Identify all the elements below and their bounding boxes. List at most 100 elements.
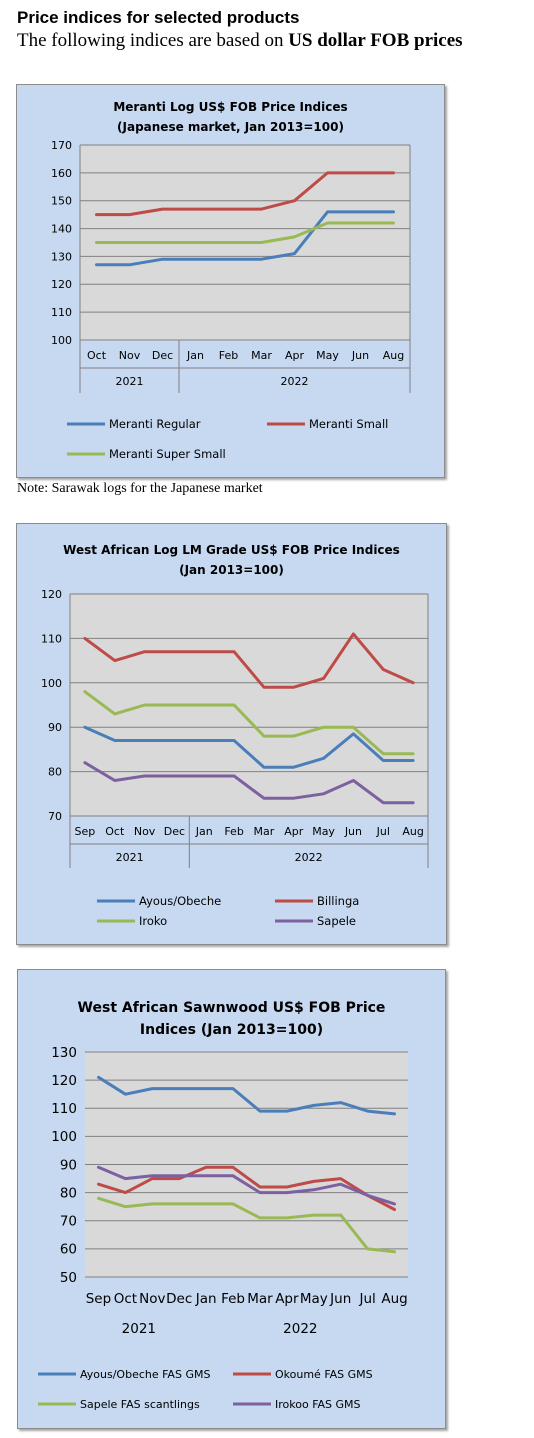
x-tick-label: Sep (86, 1291, 111, 1307)
y-tick-label: 70 (60, 1214, 77, 1230)
year-label: 2022 (283, 1321, 317, 1337)
legend-label: Meranti Regular (109, 417, 201, 431)
y-tick-label: 70 (48, 810, 62, 823)
series-line-meranti-super-small (95, 221, 395, 244)
chart-panel-west-african-sawnwood: West African Sawnwood US$ FOB Price Indic… (17, 969, 446, 1429)
x-tick-label: Dec (166, 1291, 192, 1307)
x-tick-label: Feb (221, 1291, 245, 1307)
year-label: 2022 (281, 375, 309, 388)
year-label: 2022 (295, 851, 323, 864)
legend-label: Billinga (317, 894, 359, 908)
x-tick-label: Jan (186, 349, 204, 362)
year-label: 2021 (122, 1321, 156, 1337)
y-tick-label: 130 (51, 250, 72, 263)
x-tick-label: Jun (329, 1291, 351, 1307)
year-label: 2021 (116, 375, 144, 388)
x-tick-label: Aug (381, 1291, 407, 1307)
x-tick-label: Oct (87, 349, 107, 362)
series-line-sapele-fas-scantlings (97, 1196, 396, 1254)
x-tick-label: Jun (344, 825, 362, 838)
y-tick-label: 120 (41, 588, 62, 601)
y-tick-label: 110 (51, 306, 72, 319)
y-tick-label: 120 (51, 1073, 77, 1089)
west-african-sawnwood-chart: West African Sawnwood US$ FOB Price Indic… (38, 1000, 408, 1411)
x-tick-label: Oct (105, 825, 125, 838)
series-line-billinga (83, 632, 415, 689)
chart-title-line: (Jan 2013=100) (179, 563, 284, 577)
series-line-meranti-small (95, 171, 395, 217)
subheading-prefix: The following indices are based on (17, 30, 289, 51)
west-african-log-chart: West African Log LM Grade US$ FOB Price … (41, 543, 429, 928)
series-line-okoum-fas-gms (97, 1165, 396, 1211)
y-tick-label: 160 (51, 167, 72, 180)
legend-label: Ayous/Obeche (139, 894, 221, 908)
series-line-irokoo-fas-gms (97, 1165, 396, 1206)
x-tick-label: Feb (224, 825, 243, 838)
meranti-chart: Meranti Log US$ FOB Price Indices (Japane… (51, 100, 411, 461)
x-tick-label: Oct (114, 1291, 137, 1307)
subheading-bold: US dollar FOB prices (288, 30, 463, 51)
legend-label: Ayous/Obeche FAS GMS (80, 1368, 210, 1381)
chart-title-line: West African Sawnwood US$ FOB Price (78, 1000, 386, 1016)
x-tick-label: May (316, 349, 339, 362)
chart-title-line: West African Log LM Grade US$ FOB Price … (63, 543, 400, 557)
legend-label: Irokoo FAS GMS (275, 1398, 361, 1411)
x-tick-label: Sep (75, 825, 96, 838)
legend-label: Sapele FAS scantlings (80, 1398, 200, 1411)
x-tick-label: Nov (119, 349, 141, 362)
legend-label: Okoumé FAS GMS (275, 1368, 373, 1381)
x-tick-label: Jul (358, 1291, 375, 1307)
x-tick-label: Aug (383, 349, 404, 362)
legend-label: Meranti Super Small (109, 447, 226, 461)
x-tick-label: Jun (351, 349, 369, 362)
legend-label: Sapele (317, 914, 356, 928)
x-tick-label: Dec (152, 349, 173, 362)
chart-panel-west-african-log: West African Log LM Grade US$ FOB Price … (16, 523, 447, 945)
x-tick-label: Nov (134, 825, 156, 838)
chart-panel-meranti: Meranti Log US$ FOB Price Indices (Japane… (16, 84, 445, 478)
x-tick-label: Jul (376, 825, 390, 838)
x-tick-label: Feb (219, 349, 238, 362)
y-tick-label: 120 (51, 278, 72, 291)
x-tick-label: Mar (247, 1291, 273, 1307)
year-label: 2021 (116, 851, 144, 864)
y-tick-label: 170 (51, 139, 72, 152)
x-tick-label: Jan (195, 825, 213, 838)
x-tick-label: Apr (284, 825, 304, 838)
x-tick-label: Mar (254, 825, 275, 838)
y-tick-label: 130 (51, 1045, 77, 1061)
y-tick-label: 100 (41, 677, 62, 690)
x-tick-label: Nov (139, 1291, 165, 1307)
x-tick-label: Jan (195, 1291, 217, 1307)
series-line-meranti-regular (95, 210, 395, 267)
x-tick-label: Apr (285, 349, 305, 362)
x-tick-label: May (312, 825, 335, 838)
y-tick-label: 140 (51, 223, 72, 236)
x-tick-label: Aug (402, 825, 423, 838)
x-tick-label: Apr (275, 1291, 299, 1307)
legend-label: Iroko (139, 914, 167, 928)
series-line-ayous-obeche-fas-gms (97, 1075, 396, 1116)
page-subheading: The following indices are based on US do… (17, 30, 463, 52)
y-tick-label: 80 (60, 1185, 77, 1201)
series-line-ayous-obeche (83, 725, 415, 769)
x-tick-label: May (300, 1291, 328, 1307)
x-tick-label: Mar (251, 349, 272, 362)
y-tick-label: 150 (51, 195, 72, 208)
y-tick-label: 110 (41, 632, 62, 645)
y-tick-label: 90 (48, 721, 62, 734)
y-tick-label: 100 (51, 1129, 77, 1145)
y-tick-label: 90 (60, 1157, 77, 1173)
page-heading: Price indices for selected products (17, 8, 300, 27)
y-tick-label: 60 (60, 1242, 77, 1258)
chart-title-line: Meranti Log US$ FOB Price Indices (113, 100, 347, 114)
y-tick-label: 100 (51, 334, 72, 347)
y-tick-label: 110 (51, 1101, 77, 1117)
series-line-sapele (83, 761, 415, 805)
x-tick-label: Dec (164, 825, 185, 838)
y-tick-label: 80 (48, 766, 62, 779)
plot-area (70, 594, 428, 816)
y-tick-label: 50 (60, 1270, 77, 1286)
legend-label: Meranti Small (309, 417, 388, 431)
chart-title-line: (Japanese market, Jan 2013=100) (117, 120, 344, 134)
